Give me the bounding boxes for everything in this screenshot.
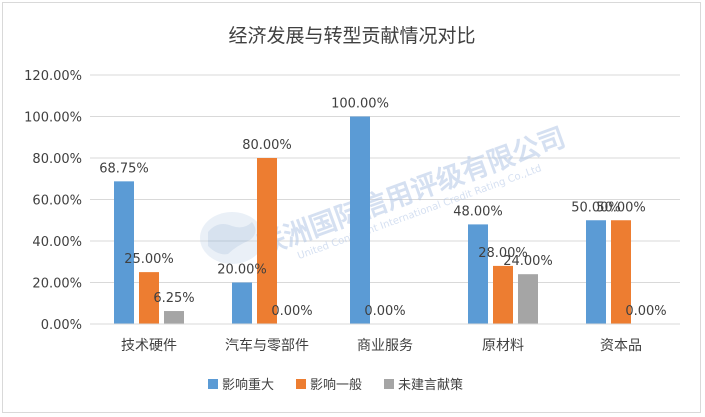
y-tick-label: 120.00% xyxy=(24,69,82,84)
data-label: 48.00% xyxy=(453,204,503,219)
gridlines xyxy=(90,74,680,283)
data-label: 50.00% xyxy=(596,200,646,215)
bar xyxy=(493,265,513,324)
category-label: 技术硬件 xyxy=(121,338,177,354)
data-label: 28.00% xyxy=(478,246,528,261)
y-tick-label: 40.00% xyxy=(32,235,82,250)
y-tick-label: 60.00% xyxy=(32,194,82,209)
bar xyxy=(468,224,488,324)
legend-swatch xyxy=(296,379,306,389)
bar xyxy=(257,158,277,324)
legend-label: 影响一般 xyxy=(310,377,362,393)
bar xyxy=(350,116,370,324)
data-label: 25.00% xyxy=(124,252,174,267)
bar xyxy=(518,274,538,324)
globe-icon xyxy=(200,212,264,264)
data-label: 100.00% xyxy=(331,97,389,112)
bar xyxy=(611,220,631,324)
legend-swatch xyxy=(208,379,218,389)
legend-swatch xyxy=(384,379,394,389)
legend: 影响重大 影响一般 未建言献策 xyxy=(208,377,463,393)
y-tick-label: 100.00% xyxy=(24,111,82,126)
y-tick-label: 0.00% xyxy=(41,318,82,333)
bar xyxy=(232,282,252,324)
legend-label: 未建言献策 xyxy=(398,377,463,393)
category-label: 原材料 xyxy=(482,338,524,354)
data-labels: 68.75% 25.00% 6.25% 20.00% 80.00% 0.00% 100.00… xyxy=(99,97,666,320)
bar xyxy=(114,181,134,324)
bar xyxy=(164,311,184,324)
data-label: 0.00% xyxy=(625,304,666,319)
data-label: 0.00% xyxy=(271,304,312,319)
data-label: 6.25% xyxy=(153,291,194,306)
y-tick-label: 20.00% xyxy=(32,277,82,292)
data-label: 68.75% xyxy=(99,161,149,176)
y-tick-label: 80.00% xyxy=(32,152,82,167)
category-label: 商业服务 xyxy=(357,338,413,354)
chart-title: 经济发展与转型贡献情况对比 xyxy=(228,25,475,47)
bar xyxy=(139,272,159,324)
data-label: 20.00% xyxy=(217,263,267,278)
legend-label: 影响重大 xyxy=(222,377,274,393)
category-label: 汽车与零部件 xyxy=(225,337,309,354)
bars xyxy=(114,116,631,324)
bar xyxy=(586,220,606,324)
category-labels: 技术硬件 汽车与零部件 商业服务 原材料 资本品 xyxy=(121,337,642,354)
data-label: 80.00% xyxy=(242,138,292,153)
category-label: 资本品 xyxy=(600,338,642,354)
y-axis-ticks: 0.00% 20.00% 40.00% 60.00% 80.00% 100.00% 120.… xyxy=(24,69,82,333)
data-label: 0.00% xyxy=(364,304,405,319)
data-label: 24.00% xyxy=(503,254,553,269)
data-label: 50.00% xyxy=(571,200,621,215)
